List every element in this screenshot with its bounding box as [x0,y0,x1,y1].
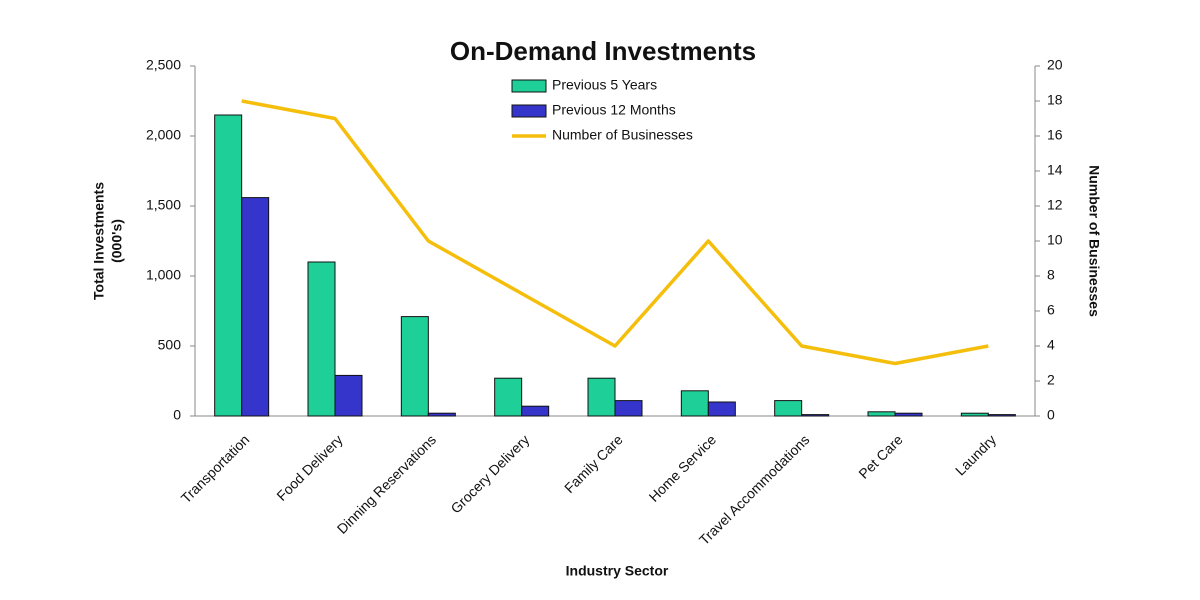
chart-title: On-Demand Investments [450,36,756,66]
bar [614,400,643,417]
y-tick-label: 1,000 [146,267,181,283]
bar [707,401,736,417]
y-tick-label: 500 [158,337,182,353]
line [241,99,989,366]
bar [427,412,456,417]
bar [307,261,336,417]
x-tick-label: Transportation [178,431,253,506]
legend-label: Previous 12 Months [552,102,676,118]
x-tick-label: Family Care [561,431,626,496]
legend-swatch [511,104,547,118]
y2-axis-title: Number of Businesses [1086,165,1102,317]
y2-tick-label: 6 [1047,302,1055,318]
y-axis-title: Total Investments [91,182,107,300]
legend-label: Number of Businesses [552,127,693,143]
y2-tick-label: 16 [1047,127,1063,143]
bar [894,412,923,417]
y2-tick-label: 12 [1047,197,1063,213]
y2-tick-label: 18 [1047,92,1063,108]
bar [521,405,550,417]
bar [680,390,709,417]
y2-tick-label: 14 [1047,162,1063,178]
bar [241,197,270,417]
y-tick-label: 0 [173,407,181,423]
bar [494,377,523,417]
bar [214,114,243,417]
legend-swatch [511,79,547,93]
y2-tick-label: 0 [1047,407,1055,423]
y2-tick-label: 10 [1047,232,1063,248]
bar [400,316,429,417]
x-tick-label: Laundry [952,431,999,478]
y-axis-title: (000's) [109,219,125,263]
bar [987,414,1016,417]
bar [801,414,830,417]
x-tick-label: Pet Care [855,431,906,482]
bar [334,374,363,417]
y2-tick-label: 20 [1047,57,1063,73]
x-tick-label: Dinning Reservations [334,431,439,536]
y-tick-label: 1,500 [146,197,181,213]
y2-tick-label: 8 [1047,267,1055,283]
bar [867,411,896,417]
x-axis-title: Industry Sector [566,563,669,579]
x-tick-label: Travel Accommodations [696,431,813,548]
y-tick-label: 2,000 [146,127,181,143]
y-tick-label: 2,500 [146,57,181,73]
x-tick-label: Grocery Delivery [447,431,532,516]
x-tick-label: Home Service [646,431,720,505]
y2-tick-label: 4 [1047,337,1055,353]
legend-label: Previous 5 Years [552,77,657,93]
bar [587,377,616,417]
bar [960,412,989,417]
x-tick-label: Food Delivery [273,431,345,503]
bar [774,400,803,417]
y2-tick-label: 2 [1047,372,1055,388]
